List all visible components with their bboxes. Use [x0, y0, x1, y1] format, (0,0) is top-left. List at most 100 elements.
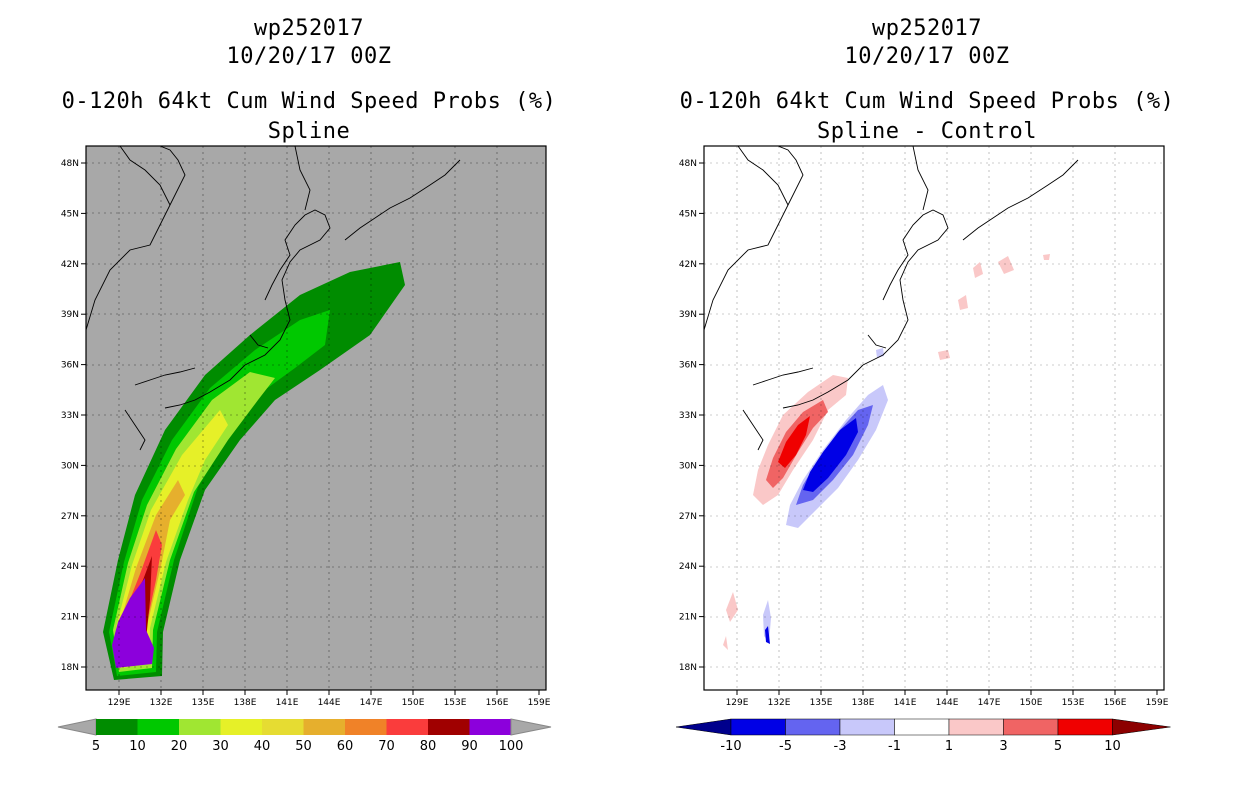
lat-tick-label: 39N: [61, 310, 79, 320]
colorbar-label: 10: [1104, 739, 1121, 754]
colorbar-label: 40: [254, 739, 271, 754]
right-panel: wp252017 10/20/17 00Z 0-120h 64kt Cum Wi…: [618, 0, 1236, 800]
lon-tick-label: 147E: [978, 698, 1001, 708]
lat-tick-label: 21N: [61, 613, 79, 623]
colorbar-label: -1: [888, 739, 901, 754]
lat-tick-label: 24N: [679, 562, 697, 572]
colorbar-label: 70: [378, 739, 395, 754]
lon-tick-label: 150E: [402, 698, 425, 708]
lat-tick-label: 27N: [679, 512, 697, 522]
subtitle: Spline: [267, 119, 351, 144]
storm-id-title: wp252017: [872, 16, 982, 41]
lon-tick-label: 153E: [444, 698, 467, 708]
lat-tick-label: 48N: [679, 159, 697, 169]
colorbar-label: -3: [834, 739, 847, 754]
lat-tick-label: 33N: [679, 411, 697, 421]
lon-tick-label: 141E: [894, 698, 917, 708]
lon-tick-label: 153E: [1062, 698, 1085, 708]
lat-tick-label: 30N: [679, 461, 697, 471]
colorbar-swatch: [894, 718, 950, 736]
map-frame: [703, 145, 1165, 691]
lat-tick-label: 36N: [679, 361, 697, 371]
lon-tick-label: 138E: [852, 698, 875, 708]
colorbar-swatch: [948, 718, 1004, 736]
lat-tick-label: 39N: [679, 310, 697, 320]
subtitle: Spline - Control: [817, 119, 1037, 144]
colorbar-swatch: [262, 719, 304, 735]
lon-tick-label: 150E: [1020, 698, 1043, 708]
datetime-title: 10/20/17 00Z: [226, 44, 392, 69]
lat-tick-label: 42N: [61, 260, 79, 270]
datetime-title: 10/20/17 00Z: [844, 44, 1010, 69]
lon-tick-label: 141E: [276, 698, 299, 708]
colorbar-swatch: [730, 718, 786, 736]
colorbar-label: -10: [720, 739, 741, 754]
colorbar-label: 3: [999, 739, 1007, 754]
colorbar-label: 50: [295, 739, 312, 754]
lat-tick-label: 18N: [679, 663, 697, 673]
difference-colorbar: -10 -5 -3 -1 1 3 5 10: [675, 718, 1171, 754]
lat-axis: 48N 45N 42N 39N 36N 33N 30N 27N 24N 21N 18N: [679, 159, 704, 673]
colorbar-label: 60: [337, 739, 354, 754]
colorbar-lower-arrow: [675, 718, 732, 736]
lon-tick-label: 156E: [1104, 698, 1127, 708]
lat-tick-label: 30N: [61, 461, 79, 471]
lat-axis: 48N 45N 42N 39N 36N 33N 30N 27N 24N 21N 18N: [61, 159, 86, 673]
map-background: [704, 146, 1164, 690]
colorbar-label: 30: [212, 739, 229, 754]
colorbar-label: 5: [92, 739, 100, 754]
lat-tick-label: 33N: [61, 411, 79, 421]
lon-axis: 129E 132E 135E 138E 141E 144E 147E 150E 153E 156E…: [726, 690, 1169, 708]
colorbar-swatch: [1057, 718, 1113, 736]
colorbar-swatch: [303, 719, 345, 735]
colorbar-swatch: [179, 719, 221, 735]
lat-tick-label: 24N: [61, 562, 79, 572]
colorbar-label: 10: [129, 739, 146, 754]
colorbar-label: 5: [1054, 739, 1062, 754]
colorbar-label: 90: [461, 739, 478, 754]
colorbar-swatch: [839, 718, 895, 736]
lon-tick-label: 159E: [1146, 698, 1169, 708]
lon-tick-label: 135E: [192, 698, 215, 708]
lon-tick-label: 129E: [726, 698, 749, 708]
colorbar-swatch: [96, 719, 138, 735]
lon-tick-label: 129E: [108, 698, 131, 708]
lon-tick-label: 147E: [360, 698, 383, 708]
storm-id-title: wp252017: [254, 16, 364, 41]
colorbar-label: 80: [420, 739, 437, 754]
colorbar-swatch: [220, 719, 262, 735]
lon-axis: 129E 132E 135E 138E 141E 144E 147E 150E 153E 156E…: [108, 690, 551, 708]
colorbar-upper-arrow: [510, 718, 552, 736]
lon-tick-label: 132E: [150, 698, 173, 708]
lat-tick-label: 45N: [61, 209, 79, 219]
colorbar-lower-arrow: [57, 718, 97, 736]
left-panel: wp252017 10/20/17 00Z 0-120h 64kt Cum Wi…: [57, 16, 557, 754]
lat-tick-label: 36N: [61, 361, 79, 371]
lon-tick-label: 144E: [318, 698, 341, 708]
lat-tick-label: 48N: [61, 159, 79, 169]
lat-tick-label: 18N: [61, 663, 79, 673]
lat-tick-label: 21N: [679, 613, 697, 623]
lat-tick-label: 42N: [679, 260, 697, 270]
colorbar-swatch: [137, 719, 179, 735]
colorbar-label: 20: [171, 739, 188, 754]
colorbar-swatch: [785, 718, 841, 736]
probability-colorbar: 5 10 20 30 40 50 60 70 80 90 100: [57, 718, 552, 754]
lon-tick-label: 132E: [768, 698, 791, 708]
lon-tick-label: 159E: [528, 698, 551, 708]
colorbar-label: 1: [945, 739, 953, 754]
product-title: 0-120h 64kt Cum Wind Speed Probs (%): [679, 89, 1175, 114]
product-title: 0-120h 64kt Cum Wind Speed Probs (%): [61, 89, 557, 114]
lon-tick-label: 156E: [486, 698, 509, 708]
colorbar-swatch: [428, 719, 470, 735]
colorbar-swatch: [1003, 718, 1059, 736]
colorbar-label: -5: [779, 739, 792, 754]
colorbar-label: 100: [499, 739, 524, 754]
lat-tick-label: 45N: [679, 209, 697, 219]
probability-map: 48N 45N 42N 39N 36N 33N 30N 27N 24N 21N 18N 129E 13…: [57, 145, 552, 754]
difference-field: [704, 146, 1164, 690]
lon-tick-label: 135E: [810, 698, 833, 708]
colorbar-swatch: [469, 719, 511, 735]
probability-swath: [86, 146, 546, 690]
